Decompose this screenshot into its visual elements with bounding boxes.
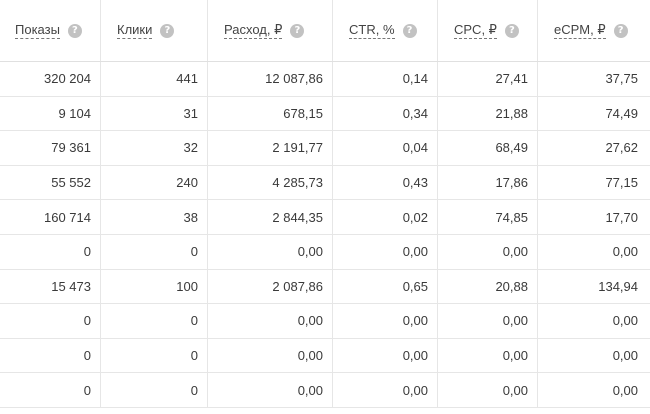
column-header-label[interactable]: Расход, ₽ xyxy=(224,22,283,39)
cell-ecpm: 17,70 xyxy=(605,209,638,225)
cell-clicks: 100 xyxy=(101,269,208,304)
cell-spend: 0,00 xyxy=(208,373,333,407)
cell-spend: 2 191,77 xyxy=(208,131,333,165)
column-header-label[interactable]: Клики xyxy=(117,22,153,39)
cell-spend: 2 844,35 xyxy=(208,200,333,234)
table-row: 320 204 441 12 087,86 0,14 27,41 37,75 xyxy=(0,62,650,97)
table-row: 15 473 100 2 087,86 0,65 20,88 134,94 xyxy=(0,269,650,305)
cell-ecpm: 0,00 xyxy=(612,244,638,260)
column-header-ctr: CTR, % ? xyxy=(333,0,438,61)
cell-cpc: 0,00 xyxy=(438,373,538,407)
cell-spend: 2 087,86 xyxy=(208,269,333,304)
column-header-spend: Расход, ₽ ? xyxy=(208,0,333,61)
table-row: 0 0 0,00 0,00 0,00 0,00 xyxy=(0,373,650,408)
column-header-cpc: CPC, ₽ ? xyxy=(438,0,538,61)
column-header-clicks: Клики ? xyxy=(101,0,208,61)
cell-impressions: 9 104 xyxy=(0,96,101,131)
question-circle-icon[interactable]: ? xyxy=(613,23,628,38)
cell-ctr: 0,34 xyxy=(333,96,438,131)
cell-cpc: 17,86 xyxy=(438,165,538,200)
cell-clicks: 0 xyxy=(101,304,208,338)
question-circle-icon[interactable]: ? xyxy=(290,23,305,38)
cell-cpc: 0,00 xyxy=(438,304,538,338)
cell-spend: 0,00 xyxy=(208,304,333,338)
cell-ctr: 0,43 xyxy=(333,165,438,200)
cell-cpc: 74,85 xyxy=(438,200,538,234)
question-circle-icon[interactable]: ? xyxy=(160,23,175,38)
cell-clicks: 0 xyxy=(101,373,208,407)
column-header-label[interactable]: CTR, % xyxy=(349,22,395,39)
cell-cpc: 20,88 xyxy=(438,269,538,304)
column-header-label[interactable]: CPC, ₽ xyxy=(454,22,497,39)
column-header-label[interactable]: Показы xyxy=(15,22,60,39)
cell-ctr: 0,04 xyxy=(333,131,438,165)
cell-ctr: 0,65 xyxy=(333,269,438,304)
cell-cpc: 21,88 xyxy=(438,96,538,131)
cell-cpc: 68,49 xyxy=(438,131,538,165)
table-row: 9 104 31 678,15 0,34 21,88 74,49 xyxy=(0,96,650,132)
table-row: 160 714 38 2 844,35 0,02 74,85 17,70 xyxy=(0,200,650,235)
cell-spend: 0,00 xyxy=(208,338,333,373)
cell-spend: 0,00 xyxy=(208,234,333,269)
cell-ecpm: 74,49 xyxy=(605,105,638,121)
cell-cpc: 0,00 xyxy=(438,338,538,373)
cell-ecpm: 77,15 xyxy=(605,175,638,191)
cell-ecpm: 134,94 xyxy=(598,278,638,294)
table-header: Показы ? Клики ? Расход, ₽ ? CTR, % ? CP… xyxy=(0,0,650,62)
cell-impressions: 320 204 xyxy=(0,62,101,96)
column-header-impressions: Показы ? xyxy=(0,0,101,61)
cell-ctr: 0,00 xyxy=(333,338,438,373)
cell-spend: 678,15 xyxy=(208,96,333,131)
cell-ctr: 0,00 xyxy=(333,234,438,269)
table-row: 79 361 32 2 191,77 0,04 68,49 27,62 xyxy=(0,131,650,166)
cell-spend: 12 087,86 xyxy=(208,62,333,96)
cell-ctr: 0,14 xyxy=(333,62,438,96)
cell-impressions: 15 473 xyxy=(0,269,101,304)
table-row: 0 0 0,00 0,00 0,00 0,00 xyxy=(0,338,650,374)
cell-ecpm: 37,75 xyxy=(605,71,638,87)
cell-ctr: 0,02 xyxy=(333,200,438,234)
cell-clicks: 32 xyxy=(101,131,208,165)
cell-ctr: 0,00 xyxy=(333,304,438,338)
cell-impressions: 0 xyxy=(0,234,101,269)
table-row: 0 0 0,00 0,00 0,00 0,00 xyxy=(0,304,650,339)
cell-clicks: 31 xyxy=(101,96,208,131)
cell-spend: 4 285,73 xyxy=(208,165,333,200)
cell-cpc: 0,00 xyxy=(438,234,538,269)
cell-impressions: 0 xyxy=(0,304,101,338)
cell-impressions: 79 361 xyxy=(0,131,101,165)
cell-clicks: 240 xyxy=(101,165,208,200)
cell-ecpm: 0,00 xyxy=(612,382,638,398)
cell-ecpm: 0,00 xyxy=(612,348,638,364)
cell-impressions: 55 552 xyxy=(0,165,101,200)
cell-clicks: 0 xyxy=(101,234,208,269)
question-circle-icon[interactable]: ? xyxy=(402,23,417,38)
question-circle-icon[interactable]: ? xyxy=(504,23,519,38)
column-header-label[interactable]: eCPM, ₽ xyxy=(554,22,606,39)
table-row: 55 552 240 4 285,73 0,43 17,86 77,15 xyxy=(0,165,650,201)
cell-impressions: 0 xyxy=(0,338,101,373)
cell-impressions: 160 714 xyxy=(0,200,101,234)
question-circle-icon[interactable]: ? xyxy=(67,23,82,38)
table-row: 0 0 0,00 0,00 0,00 0,00 xyxy=(0,234,650,270)
cell-clicks: 441 xyxy=(101,62,208,96)
column-header-ecpm: eCPM, ₽ ? xyxy=(538,0,650,61)
cell-ecpm: 0,00 xyxy=(612,313,638,329)
cell-ecpm: 27,62 xyxy=(605,140,638,156)
cell-impressions: 0 xyxy=(0,373,101,407)
cell-ctr: 0,00 xyxy=(333,373,438,407)
cell-clicks: 0 xyxy=(101,338,208,373)
cell-cpc: 27,41 xyxy=(438,62,538,96)
cell-clicks: 38 xyxy=(101,200,208,234)
